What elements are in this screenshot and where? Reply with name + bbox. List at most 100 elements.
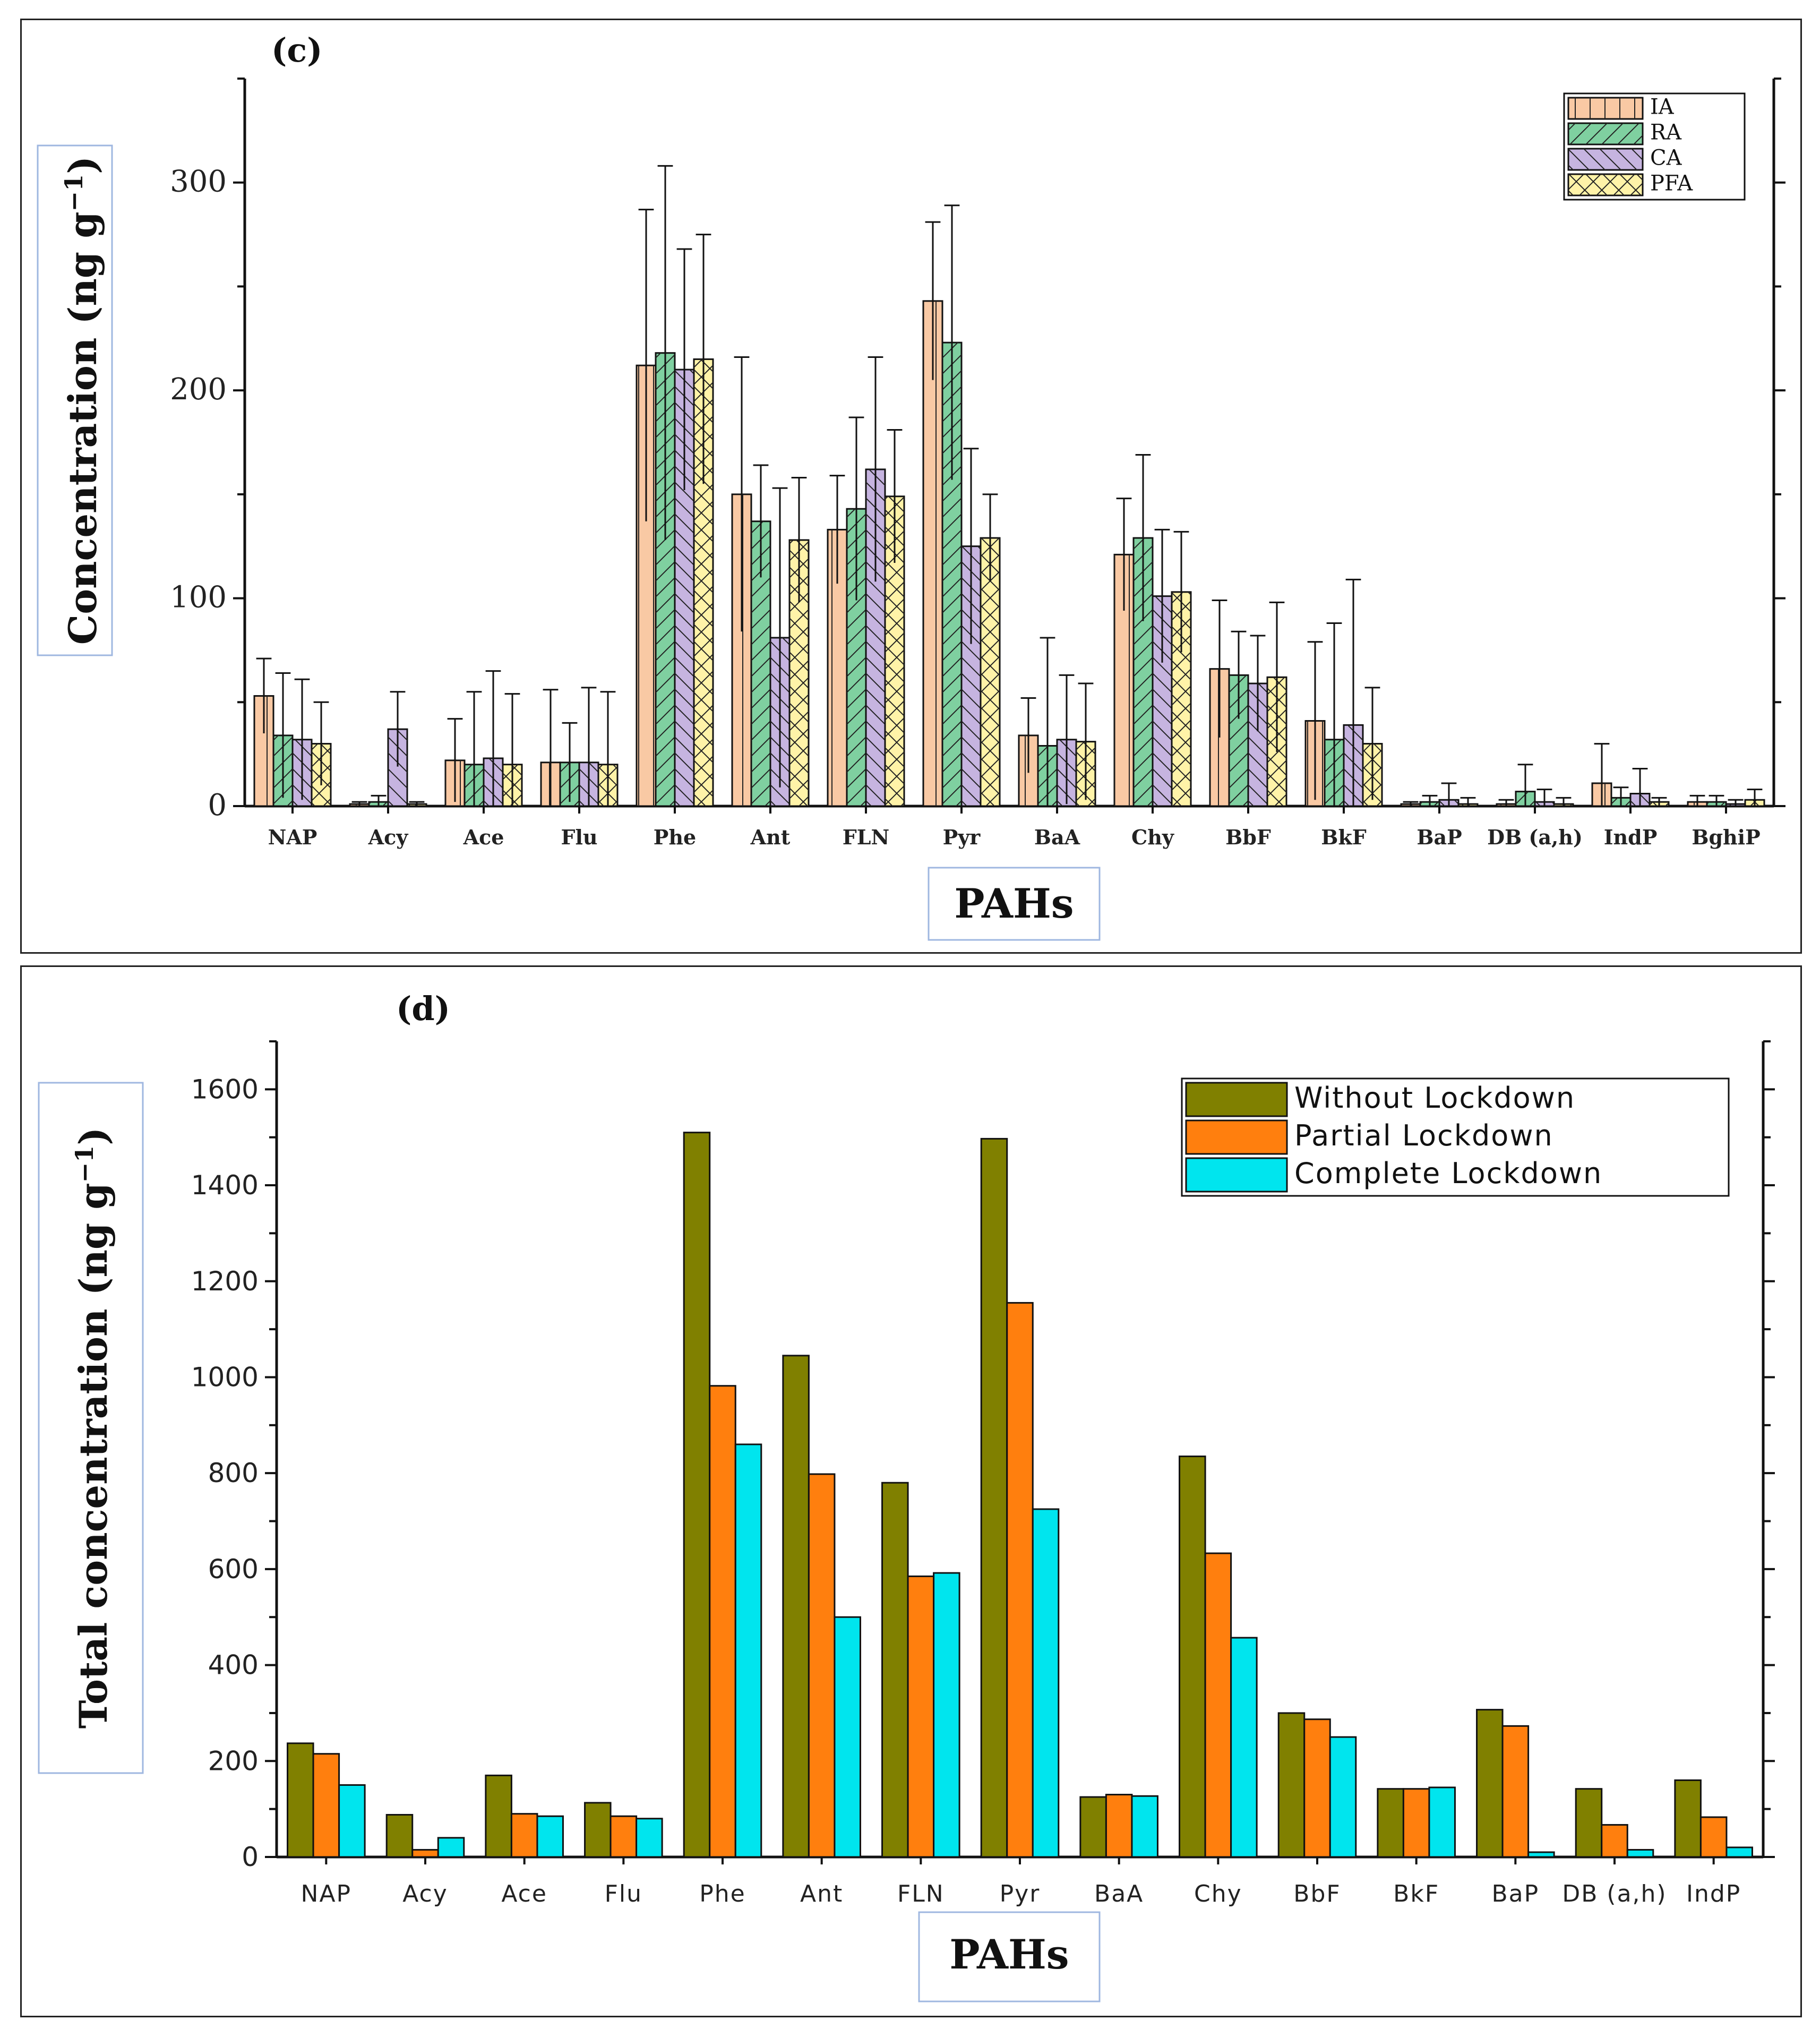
panel-label-d: (d) [396,989,450,1028]
bar-partial-lockdown-flu [609,1815,638,1858]
y-axis-title-d-close: ) [71,1127,116,1145]
bar-complete-lockdown-fln [933,1572,960,1858]
x-tick-label-bbf: BbF [1293,1880,1341,1907]
bar-partial-lockdown-baa [1105,1794,1133,1858]
bar-partial-lockdown-indp [1699,1816,1728,1858]
x-tick-label-phe: Phe [654,825,696,849]
y-tick-label-d: 1000 [191,1362,259,1392]
y-tick-label-c: 100 [170,580,227,615]
legend-label-partial-lockdown: Partial Lockdown [1294,1119,1553,1152]
y-tick-label-d: 1200 [191,1266,259,1297]
bar-without-lockdown-fln [881,1482,909,1858]
plot-area-d: 0 200 400 600 800 1000 1200 1400 1600 NAP Acy Ace Fl… [191,1040,1775,1907]
bar-complete-lockdown-bap [1527,1851,1555,1858]
x-tick-label-ace: Ace [501,1880,547,1907]
bar-complete-lockdown-phe [734,1443,762,1858]
x-tick-label-nap: NAP [301,1880,352,1907]
y-tick-label-d: 0 [242,1842,259,1872]
bar-complete-lockdown-pyr [1032,1508,1060,1858]
bar-partial-lockdown-acy [411,1848,439,1858]
bar-complete-lockdown-ant [834,1616,861,1858]
x-tick-label-bghip: BghiP [1692,825,1760,849]
y-tick-label-d: 400 [208,1650,259,1681]
legend-swatch-partial-lockdown [1185,1119,1288,1155]
y-tick-label-d: 800 [208,1458,259,1488]
legend-swatch-without-lockdown [1185,1082,1288,1117]
x-tick-label-ant: Ant [750,825,791,849]
bar-without-lockdown-ace [485,1774,512,1858]
bar-without-lockdown-bap [1476,1709,1504,1858]
bar-without-lockdown-db-a-h [1575,1788,1603,1858]
bar-complete-lockdown-nap [338,1784,366,1858]
chart-c-svg: (c) Concentration (ng g−1) PAHs 0 100 200 3… [37,31,1785,941]
y-tick-label-d: 1600 [191,1074,259,1105]
x-tick-label-bkf: BkF [1393,1880,1439,1907]
x-tick-label-baa: BaA [1034,825,1080,849]
x-tick-label-ant: Ant [800,1880,843,1907]
x-tick-label-indp: IndP [1604,825,1658,849]
x-tick-label-bkf: BkF [1321,825,1366,849]
bar-partial-lockdown-phe [709,1385,736,1858]
x-tick-label-chy: Chy [1131,825,1174,849]
legend-label-without-lockdown: Without Lockdown [1294,1081,1575,1115]
bar-pattern-ia-pyr [923,301,942,806]
ylabel-box-d [38,1082,144,1774]
bar-partial-lockdown-ant [808,1473,836,1858]
y-tick-label-d: 600 [208,1554,259,1585]
y-tick-label-d: 1400 [191,1170,259,1201]
bar-without-lockdown-bkf [1377,1788,1404,1858]
bar-complete-lockdown-db-a-h [1626,1848,1654,1858]
x-tick-label-phe: Phe [699,1880,746,1907]
legend-swatch-complete-lockdown [1185,1157,1288,1193]
xlabel-box-d [918,1911,1101,2002]
bar-complete-lockdown-baa [1131,1795,1158,1858]
x-tick-label-bbf: BbF [1225,825,1271,849]
x-tick-label-acy: Acy [368,825,409,849]
y-axis-title-c-exponent: −1 [59,174,88,212]
legend-d: Without Lockdown Partial Lockdown Complete… [1181,1077,1730,1197]
y-tick-label-c: 0 [208,788,227,823]
y-axis-title-c: Concentration (ng g−1) [59,156,105,645]
bar-complete-lockdown-flu [636,1818,663,1858]
y-tick-label-c: 200 [170,372,227,407]
bar-complete-lockdown-bbf [1329,1736,1357,1858]
y-tick-label-c: 300 [170,165,227,199]
bar-without-lockdown-ant [782,1355,810,1858]
bar-partial-lockdown-chy [1204,1552,1232,1858]
x-tick-label-flu: Flu [605,1880,642,1907]
bar-without-lockdown-chy [1179,1456,1206,1858]
bar-complete-lockdown-ace [536,1815,564,1858]
bar-without-lockdown-acy [385,1813,414,1858]
x-tick-label-fln: FLN [897,1880,945,1907]
bar-partial-lockdown-bkf [1402,1788,1430,1858]
xlabel-box-c [928,867,1101,941]
x-tick-label-db-a-h: DB (a,h) [1562,1880,1667,1907]
legend-swatch-pattern-pfa [1568,174,1643,195]
bar-without-lockdown-nap [287,1742,314,1858]
bar-partial-lockdown-fln [907,1575,935,1858]
x-axis-title-d: PAHs [949,1931,1069,1978]
bar-partial-lockdown-nap [312,1753,340,1858]
bar-partial-lockdown-db-a-h [1601,1824,1628,1858]
x-tick-label-pyr: Pyr [1000,1880,1041,1907]
x-tick-label-pyr: Pyr [943,825,981,849]
chart-panel-c: (c) Concentration (ng g−1) PAHs 0 100 200 3… [20,19,1802,954]
legend-swatch-pattern-ca [1568,149,1643,170]
x-tick-label-db-a-h: DB (a,h) [1487,825,1583,849]
bar-complete-lockdown-chy [1230,1637,1258,1858]
legend-label-ra: RA [1650,121,1682,145]
bar-without-lockdown-indp [1674,1779,1702,1858]
bar-without-lockdown-baa [1079,1796,1107,1858]
y-tick-label-d: 200 [208,1745,259,1776]
bar-pattern-pfa-pyr [981,538,1000,806]
chart-panel-d: (d) Total concentration (ng g−1) PAHs 0 2… [20,965,1802,2017]
bar-partial-lockdown-bbf [1303,1718,1331,1858]
bar-without-lockdown-pyr [980,1137,1008,1858]
x-tick-label-baa: BaA [1094,1880,1144,1907]
bar-partial-lockdown-pyr [1006,1302,1034,1858]
bar-complete-lockdown-indp [1725,1846,1753,1858]
x-tick-label-chy: Chy [1194,1880,1242,1907]
bar-without-lockdown-flu [584,1802,612,1858]
bar-without-lockdown-bbf [1277,1712,1306,1858]
